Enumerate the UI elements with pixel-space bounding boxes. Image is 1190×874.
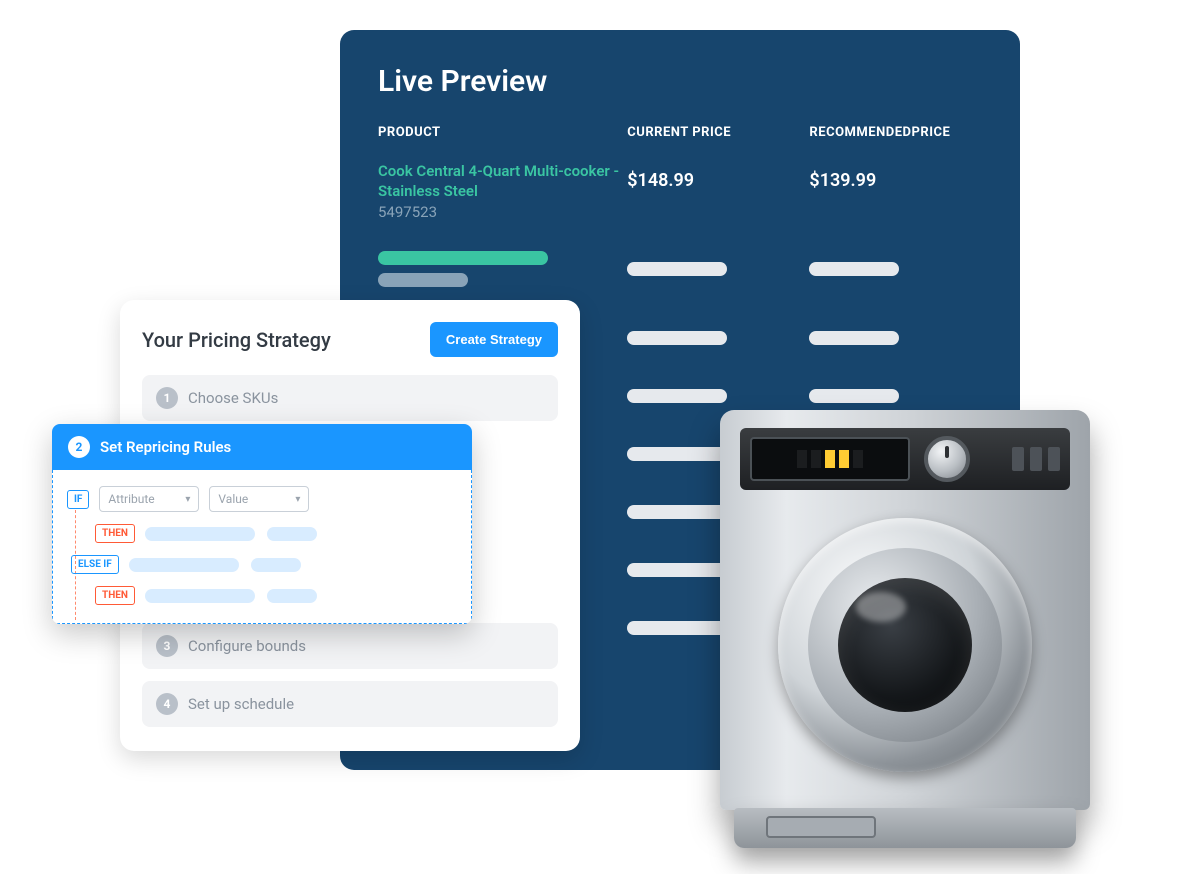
skeleton-pill bbox=[809, 331, 899, 345]
skeleton-pill bbox=[809, 389, 899, 403]
step-configure-bounds[interactable]: 3 Configure bounds bbox=[142, 623, 558, 669]
step-number: 4 bbox=[156, 693, 178, 715]
skeleton-pill bbox=[627, 331, 727, 345]
step-number: 2 bbox=[68, 436, 90, 458]
step-label: Configure bounds bbox=[188, 637, 306, 655]
step-choose-skus[interactable]: 1 Choose SKUs bbox=[142, 375, 558, 421]
product-sku: 5497523 bbox=[378, 203, 627, 221]
skeleton-pill bbox=[378, 273, 468, 287]
chevron-down-icon: ▾ bbox=[295, 494, 300, 505]
rule-placeholder bbox=[251, 558, 301, 572]
then-tag: THEN bbox=[95, 524, 135, 543]
strategy-title: Your Pricing Strategy bbox=[142, 328, 331, 352]
skeleton-pill bbox=[627, 621, 727, 635]
skeleton-pill bbox=[627, 262, 727, 276]
washing-machine-image bbox=[720, 410, 1090, 850]
step-label: Set up schedule bbox=[188, 695, 294, 713]
value-select[interactable]: Value ▾ bbox=[209, 486, 309, 512]
select-placeholder: Value bbox=[218, 492, 248, 506]
washer-display bbox=[750, 437, 910, 481]
skeleton-pill bbox=[378, 251, 548, 265]
skeleton-pill bbox=[627, 447, 727, 461]
skeleton-row bbox=[378, 251, 982, 287]
attribute-select[interactable]: Attribute ▾ bbox=[99, 486, 199, 512]
repricing-rules-card: 2 Set Repricing Rules IF Attribute ▾ Val… bbox=[52, 424, 472, 624]
step-label: Choose SKUs bbox=[188, 389, 278, 407]
washer-base bbox=[734, 808, 1076, 848]
rule-elseif-line: ELSE IF bbox=[71, 555, 457, 574]
select-placeholder: Attribute bbox=[108, 492, 154, 506]
rules-title: Set Repricing Rules bbox=[100, 438, 231, 456]
rules-body: IF Attribute ▾ Value ▾ THEN ELSE IF THEN bbox=[52, 470, 472, 624]
recommended-price: $139.99 bbox=[809, 170, 982, 191]
live-preview-headers: PRODUCT CURRENT PRICE RECOMMENDEDPRICE bbox=[378, 125, 982, 140]
rules-header[interactable]: 2 Set Repricing Rules bbox=[52, 424, 472, 470]
current-price: $148.99 bbox=[627, 170, 809, 191]
step-number: 1 bbox=[156, 387, 178, 409]
washer-control-panel bbox=[740, 428, 1070, 490]
rule-then-line: THEN bbox=[95, 524, 457, 543]
skeleton-pill bbox=[627, 389, 727, 403]
elseif-tag: ELSE IF bbox=[71, 555, 119, 574]
col-current-header: CURRENT PRICE bbox=[627, 125, 809, 140]
rule-placeholder bbox=[129, 558, 239, 572]
rule-placeholder bbox=[267, 589, 317, 603]
washer-door-glass bbox=[838, 578, 972, 712]
rule-placeholder bbox=[267, 527, 317, 541]
rule-placeholder bbox=[145, 589, 255, 603]
col-product-header: PRODUCT bbox=[378, 125, 627, 140]
rule-if-line: IF Attribute ▾ Value ▾ bbox=[67, 486, 457, 512]
if-tag: IF bbox=[67, 490, 89, 509]
step-number: 3 bbox=[156, 635, 178, 657]
washer-dial-icon bbox=[924, 436, 970, 482]
step-setup-schedule[interactable]: 4 Set up schedule bbox=[142, 681, 558, 727]
chevron-down-icon: ▾ bbox=[185, 494, 190, 505]
product-name: Cook Central 4-Quart Multi-cooker - Stai… bbox=[378, 162, 627, 201]
then-tag: THEN bbox=[95, 586, 135, 605]
live-preview-title: Live Preview bbox=[378, 64, 982, 99]
col-recommended-header: RECOMMENDEDPRICE bbox=[809, 125, 982, 140]
washer-buttons bbox=[1012, 447, 1060, 471]
live-row: Cook Central 4-Quart Multi-cooker - Stai… bbox=[378, 162, 982, 221]
skeleton-pill bbox=[809, 262, 899, 276]
skeleton-pill bbox=[627, 563, 727, 577]
skeleton-pill bbox=[627, 505, 727, 519]
create-strategy-button[interactable]: Create Strategy bbox=[430, 322, 558, 357]
rule-then-line: THEN bbox=[95, 586, 457, 605]
washer-drawer bbox=[766, 816, 876, 838]
rule-placeholder bbox=[145, 527, 255, 541]
